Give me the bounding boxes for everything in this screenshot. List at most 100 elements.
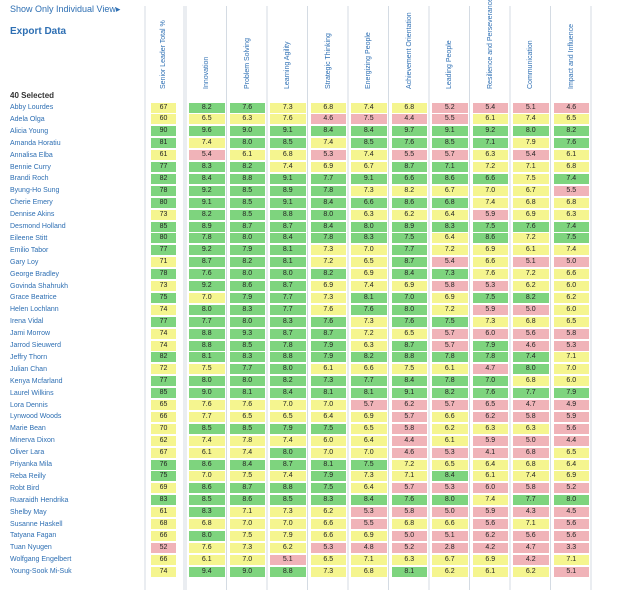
score-cell: 5.9 — [472, 435, 508, 446]
person-name-link[interactable]: Grace Beatrice — [10, 294, 57, 302]
person-name-link[interactable]: Marie Bean — [10, 425, 46, 433]
total-score-cell: 80 — [151, 197, 176, 208]
person-name-link[interactable]: Govinda Shahrukh — [10, 282, 68, 290]
score-cell: 6.7 — [432, 185, 468, 196]
person-name-link[interactable]: Gary Loy — [10, 258, 39, 266]
column-header-innovation[interactable]: Innovation — [187, 6, 228, 96]
total-score-cell: 80 — [151, 233, 176, 244]
person-name-link[interactable]: Alicia Young — [10, 127, 49, 135]
score-cell: 5.5 — [351, 519, 387, 529]
score-cell: 6.9 — [351, 411, 387, 422]
column-header-energizing-people[interactable]: Energizing People — [349, 6, 390, 96]
column-header-senior-leader-total-[interactable]: Senior Leader Total % — [147, 6, 180, 96]
person-name-link[interactable]: Priyanka Mila — [10, 461, 53, 468]
individual-view-link[interactable]: Show Only Individual View▸ — [10, 4, 121, 14]
score-cell: 4.7 — [472, 364, 508, 375]
total-score-cell: 77 — [151, 162, 176, 172]
person-name-link[interactable]: Cherie Emery — [10, 199, 53, 207]
person-name-link[interactable]: Wolfgang Engelbert — [10, 556, 72, 564]
column-header-learning-agility[interactable]: Learning Agility — [268, 6, 309, 96]
score-cell: 7.6 — [472, 269, 508, 280]
person-name-link[interactable]: Shelby May — [10, 508, 47, 516]
column-header-leading-people[interactable]: Leading People — [430, 6, 471, 96]
score-cell: 7.5 — [553, 233, 589, 244]
person-name-link[interactable]: Lynwood Woods — [10, 413, 62, 421]
total-score-cell: 67 — [151, 102, 176, 113]
person-name-link[interactable]: Reba Reilly — [10, 472, 46, 480]
score-cell: 7.5 — [472, 292, 508, 303]
person-name-link[interactable]: Ruaraidh Hendrika — [10, 496, 69, 504]
person-name-link[interactable]: Irena Vidal — [10, 318, 44, 326]
score-cell: 7.7 — [391, 245, 427, 256]
score-cell: 9.2 — [189, 185, 225, 196]
score-cell: 5.3 — [310, 542, 346, 553]
person-name-link[interactable]: Tuan Nyugen — [10, 544, 52, 552]
score-cell: 7.7 — [310, 173, 346, 184]
person-name-link[interactable]: Dennise Akins — [10, 211, 55, 219]
person-name-link[interactable]: Kenya Mcfarland — [10, 377, 63, 385]
person-name-link[interactable]: Bennie Curry — [10, 163, 51, 171]
person-name-link[interactable]: Oliver Lara — [10, 449, 45, 457]
person-name-link[interactable]: Jami Morrow — [10, 330, 51, 338]
export-data-button[interactable]: Export Data — [10, 26, 67, 37]
score-cell: 3.3 — [553, 542, 589, 553]
score-cell: 8.6 — [229, 495, 265, 506]
person-name-link[interactable]: Amanda Horatiu — [10, 139, 61, 147]
column-header-problem-solving[interactable]: Problem Solving — [228, 6, 269, 96]
person-name-link[interactable]: Jeffry Thorn — [10, 353, 48, 361]
score-cell: 5.1 — [553, 566, 589, 577]
column-header-impact-and-influence[interactable]: Impact and Influence — [552, 6, 593, 96]
person-name-link[interactable]: Byung-Ho Sung — [10, 187, 60, 195]
column-header-label: Resilience and Perseverance — [486, 0, 494, 89]
score-cell: 7.5 — [189, 364, 225, 375]
person-name-link[interactable]: Emilio Tabor — [10, 246, 49, 254]
column-header-communication[interactable]: Communication — [511, 6, 552, 96]
score-cell: 5.3 — [553, 340, 589, 351]
score-cell: 8.0 — [270, 364, 306, 375]
score-cell: 6.4 — [472, 459, 508, 470]
person-name-link[interactable]: Susanne Haskell — [10, 520, 63, 528]
score-cell: 4.6 — [310, 114, 346, 125]
score-cell: 8.5 — [270, 495, 306, 506]
score-cell: 8.2 — [310, 269, 346, 280]
person-name-link[interactable]: Robt Bird — [10, 484, 40, 492]
person-name-link[interactable]: George Bradley — [10, 270, 60, 278]
person-name-link[interactable]: Minerva Dixon — [10, 437, 55, 445]
column-header-strategic-thinking[interactable]: Strategic Thinking — [309, 6, 350, 96]
table-row: Annalisa Elba 61 5.4 6.1 6.8 5.3 7.4 5.5 5.7 6.3 5… — [0, 150, 615, 161]
person-name-link[interactable]: Jarrod Sieuwerd — [10, 342, 61, 349]
table-row: Dennise Akins 73 8.2 8.5 8.8 8.0 6.3 6.2 6.4 5.9 6… — [0, 209, 615, 220]
score-cell: 7.8 — [310, 233, 346, 244]
person-name-link[interactable]: Julian Chan — [10, 365, 47, 373]
person-name-link[interactable]: Tatyana Fagan — [10, 532, 57, 540]
person-name-link[interactable]: Eileene Stitt — [10, 234, 48, 242]
person-name-link[interactable]: Laurel Wilkins — [10, 389, 54, 397]
score-cell: 9.1 — [270, 173, 306, 184]
score-cell: 5.6 — [513, 328, 549, 339]
person-name-link[interactable]: Helen Lochlann — [10, 306, 59, 314]
score-cell: 7.9 — [472, 340, 508, 351]
total-score-cell: 74 — [151, 304, 176, 315]
person-name-link[interactable]: Desmond Holland — [10, 223, 66, 230]
person-name-link[interactable]: Annalisa Elba — [10, 151, 53, 159]
person-name-link[interactable]: Young-Sook Mi-Suk — [10, 568, 72, 576]
score-cell: 7.4 — [553, 221, 589, 232]
score-cell: 6.9 — [513, 209, 549, 220]
score-cell: 8.7 — [391, 257, 427, 268]
score-cell: 7.0 — [270, 400, 306, 410]
person-name-link[interactable]: Lora Dennis — [10, 401, 48, 409]
score-cell: 6.5 — [553, 447, 589, 458]
score-cell: 6.6 — [310, 530, 346, 541]
score-cell: 8.7 — [270, 459, 306, 470]
person-name-link[interactable]: Abby Lourdes — [10, 104, 54, 111]
score-cell: 7.4 — [229, 447, 265, 458]
score-cell: 8.4 — [229, 459, 265, 470]
person-name-link[interactable]: Adela Olga — [10, 115, 45, 123]
score-cell: 8.5 — [270, 138, 306, 149]
column-header-resilience-and-perseverance[interactable]: Resilience and Perseverance — [471, 0, 512, 96]
score-cell: 8.4 — [310, 221, 346, 232]
score-cell: 7.0 — [229, 554, 265, 565]
column-header-achievement-orientation[interactable]: Achievement Orientation — [390, 6, 431, 96]
person-name-link[interactable]: Brandi Roch — [10, 175, 49, 183]
score-cell: 7.1 — [553, 554, 589, 565]
